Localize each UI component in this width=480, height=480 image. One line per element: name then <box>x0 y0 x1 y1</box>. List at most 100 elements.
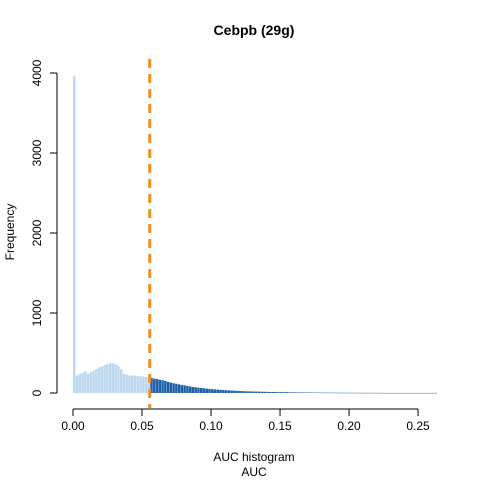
histogram-bar <box>194 387 197 393</box>
histogram-bar <box>233 390 236 393</box>
histogram-bar <box>288 392 291 393</box>
histogram-bar <box>246 391 250 393</box>
histogram-bar <box>349 392 352 394</box>
histogram-bar <box>395 392 399 394</box>
histogram-bar <box>324 392 327 394</box>
histogram-bar <box>103 365 106 393</box>
histogram-bar <box>423 392 427 394</box>
histogram-bar <box>282 392 286 393</box>
histogram-bar <box>164 381 167 393</box>
histogram-bar <box>180 385 184 393</box>
histogram-bar <box>343 392 346 394</box>
histogram-bar <box>111 363 115 393</box>
histogram-bar <box>429 392 432 394</box>
histogram-bar <box>299 392 302 393</box>
histogram-bar <box>208 388 211 393</box>
y-tick-label: 4000 <box>30 59 44 86</box>
histogram-bar <box>398 392 402 394</box>
histogram-bar <box>153 378 156 393</box>
histogram-bar <box>285 392 289 393</box>
histogram-bar <box>166 381 170 393</box>
histogram-bar <box>97 367 101 393</box>
histogram-bar <box>202 388 206 393</box>
y-tick-label: 0 <box>30 389 44 396</box>
histogram-bar <box>158 379 162 393</box>
histogram-bar <box>230 390 233 393</box>
histogram-bar <box>368 392 371 394</box>
histogram-bar <box>365 392 369 394</box>
histogram-bar <box>266 391 269 393</box>
histogram-bar <box>175 383 178 393</box>
histogram-bar <box>332 392 335 394</box>
histogram-bar <box>434 392 438 394</box>
x-axis-label-line-1: AUC histogram <box>213 450 294 464</box>
histogram-bar <box>371 392 374 394</box>
histogram-bar <box>128 375 131 393</box>
histogram-bar <box>357 392 360 394</box>
histogram-bar <box>335 392 338 394</box>
histogram-bar <box>274 392 277 393</box>
histogram-bar <box>412 392 415 394</box>
histogram-bar <box>89 372 93 393</box>
histogram-bar <box>296 392 300 393</box>
histogram-bar <box>219 389 222 393</box>
histogram-bar <box>426 392 429 394</box>
histogram-bar <box>362 392 366 394</box>
histogram-bar <box>255 391 258 393</box>
histogram-bar <box>186 385 189 393</box>
y-axis: 0 1000 2000 3000 4000 <box>30 59 58 396</box>
histogram-bar <box>172 383 175 393</box>
histogram-bar <box>224 390 228 393</box>
x-axis: 0.00 0.05 0.10 0.15 0.20 0.25 <box>61 408 430 433</box>
y-tick-label: 2000 <box>30 219 44 246</box>
histogram-bar <box>302 392 305 393</box>
histogram-bar <box>329 392 333 394</box>
histogram-bar <box>313 392 316 394</box>
histogram-bar <box>84 371 87 393</box>
histogram-bar <box>73 76 76 393</box>
histogram-bar <box>139 376 142 393</box>
histogram-bar <box>384 392 388 394</box>
histogram-bar <box>315 392 319 394</box>
histogram-bar <box>318 392 322 394</box>
histogram-bar <box>119 369 123 393</box>
histogram-bar <box>404 392 407 394</box>
histogram-bar <box>130 375 134 393</box>
histogram-bar <box>142 376 145 393</box>
histogram-bar <box>340 392 344 394</box>
y-axis-label: Frequency <box>3 204 17 261</box>
histogram-bar <box>95 369 98 393</box>
histogram-bar <box>150 377 153 393</box>
histogram-bar <box>393 392 396 394</box>
histogram-bar <box>117 365 120 393</box>
histogram-bar <box>257 391 261 393</box>
histogram-bar <box>147 377 150 393</box>
histogram-bar <box>213 389 217 393</box>
histogram-bars <box>73 76 438 394</box>
x-axis-label-line-2: AUC <box>241 465 267 479</box>
histogram-bar <box>326 392 330 394</box>
histogram-bar <box>100 366 104 393</box>
histogram-bar <box>114 364 117 393</box>
histogram-bar <box>379 392 382 394</box>
x-tick-label: 0.10 <box>199 419 223 433</box>
x-tick-label: 0.05 <box>130 419 154 433</box>
histogram-bar <box>420 392 424 394</box>
histogram-bar <box>222 390 225 393</box>
histogram-bar <box>376 392 380 394</box>
histogram-bar <box>277 392 280 393</box>
histogram-bar <box>108 363 112 393</box>
histogram-bar <box>310 392 313 394</box>
histogram-bar <box>321 392 324 394</box>
histogram-bar <box>191 386 195 393</box>
histogram-bar <box>155 379 159 393</box>
histogram-bar <box>169 382 173 393</box>
histogram-bar <box>86 373 90 393</box>
histogram-bar <box>387 392 391 394</box>
histogram-bar <box>238 391 242 393</box>
histogram-bar <box>211 389 214 393</box>
histogram-bar <box>373 392 377 394</box>
histogram-bar <box>415 392 418 394</box>
histogram-bar <box>401 392 404 394</box>
histogram-bar <box>144 377 148 393</box>
